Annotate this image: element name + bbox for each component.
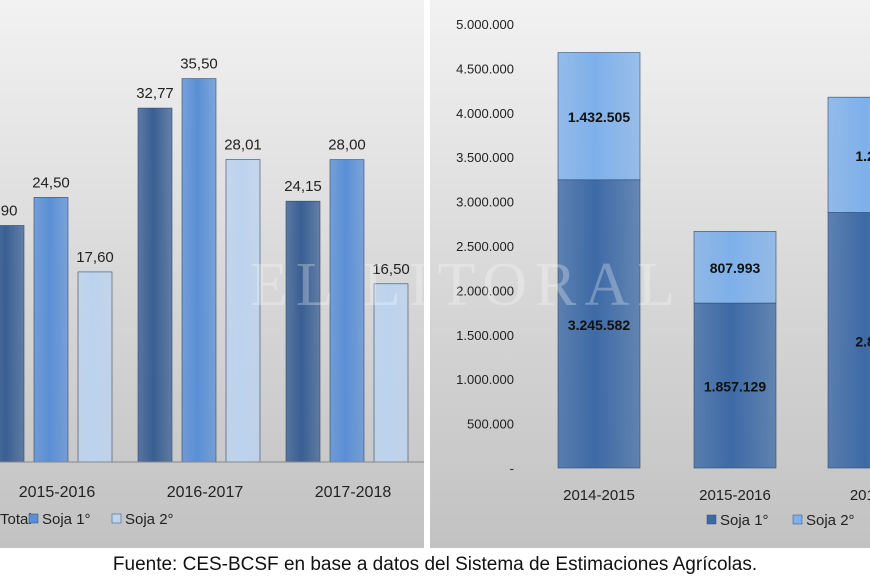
y-tick-label: 500.000 [467, 417, 514, 432]
y-tick-label: 1.500.000 [456, 328, 514, 343]
y-tick-label: 3.500.000 [456, 150, 514, 165]
x-tick-label: 2015-2016 [699, 487, 771, 504]
bar-value-label: 35,50 [180, 56, 218, 73]
x-tick-label: 2017-2018 [315, 484, 392, 501]
y-tick-label: 4.500.000 [456, 61, 514, 76]
bar-soja2-2016-2017 [827, 96, 870, 213]
legend-label: Soja 1° [42, 511, 91, 528]
bar-value-label: 28,00 [328, 137, 366, 154]
bar-soja2-2016-2017 [225, 159, 261, 463]
bar-soja2-2017-2018 [373, 283, 409, 463]
bar-total-2017-2018 [285, 200, 321, 463]
bar-value-label: 16,50 [372, 261, 410, 278]
bar-soja2-2015-2016 [77, 271, 113, 463]
bar-soja1-2014-2015 [557, 179, 641, 469]
bar-soja2-2015-2016 [693, 231, 777, 304]
y-tick-label: - [510, 461, 514, 476]
bar-value-label: 3.245.582 [568, 317, 630, 333]
bar-value-label: 17,60 [76, 249, 114, 266]
right-stacked-bar-chart: 5.000.000 4.500.000 4.000.000 3.500.000 3.00… [456, 17, 870, 529]
y-tick-label: 2.500.000 [456, 239, 514, 254]
bar-value-label: ,90 [0, 202, 17, 219]
bar-value-label: 28,01 [224, 136, 262, 153]
bar-soja1-2015-2016 [33, 197, 69, 463]
left-chart-panel: ,90 24,50 17,60 2015-2016 32,77 35,50 28,01 201… [0, 0, 424, 548]
y-tick-label: 5.000.000 [456, 17, 514, 32]
bar-soja1-2016-2017 [181, 78, 217, 463]
legend-label: Soja 1° [720, 512, 769, 529]
bar-value-label: 1.29 [855, 148, 870, 164]
bar-value-label: 2.87 [855, 333, 870, 349]
bar-value-label: 24,15 [284, 178, 322, 195]
source-note: Fuente: CES-BCSF en base a datos del Sis… [112, 554, 758, 575]
legend-swatch [706, 514, 717, 525]
x-tick-label: 2016- [850, 487, 870, 504]
y-tick-label: 4.000.000 [456, 106, 514, 121]
legend-label: Total [0, 511, 32, 528]
bar-value-label: 32,77 [136, 85, 174, 102]
x-tick-label: 2015-2016 [19, 484, 96, 501]
legend-label: Soja 2° [125, 511, 174, 528]
bar-value-label: 1.432.505 [568, 109, 630, 125]
bar-soja1-2017-2018 [329, 159, 365, 463]
y-tick-label: 2.000.000 [456, 283, 514, 298]
bar-soja2-2014-2015 [557, 52, 641, 181]
x-tick-label: 2016-2017 [167, 484, 244, 501]
bar-value-label: 807.993 [710, 260, 761, 276]
bar-value-label: 1.857.129 [704, 379, 766, 395]
legend-swatch [111, 513, 122, 524]
bar-soja1-2015-2016 [693, 302, 777, 469]
legend-swatch [792, 514, 803, 525]
left-bar-chart: ,90 24,50 17,60 2015-2016 32,77 35,50 28,01 201… [0, 56, 424, 528]
legend-label: Soja 2° [806, 512, 855, 529]
legend-swatch [28, 513, 39, 524]
bar-value-label: 24,50 [32, 174, 70, 191]
y-tick-label: 1.000.000 [456, 372, 514, 387]
bar-total-2015-2016 [0, 225, 25, 463]
y-tick-label: 3.000.000 [456, 195, 514, 210]
x-tick-label: 2014-2015 [563, 487, 635, 504]
bar-total-2016-2017 [137, 107, 173, 463]
right-chart-panel: 5.000.000 4.500.000 4.000.000 3.500.000 3.00… [430, 0, 870, 548]
